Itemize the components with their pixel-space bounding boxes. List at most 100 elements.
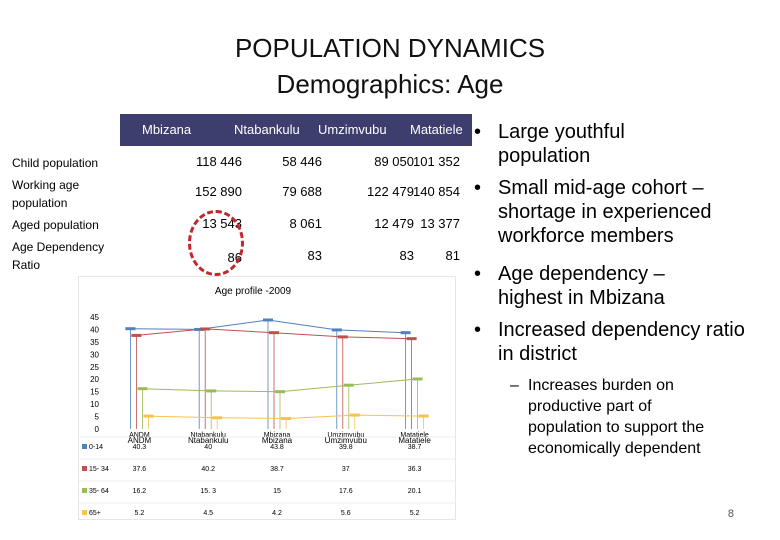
data-point-marker: [275, 390, 285, 394]
cell-aged-ntabankulu: 8 061: [289, 216, 322, 231]
dash-icon: –: [510, 377, 519, 394]
data-point-marker: [143, 414, 154, 418]
data-point-marker: [281, 417, 291, 421]
legend-series-name: 15- 34: [89, 466, 109, 473]
data-point-marker: [269, 331, 279, 335]
row-label-aged: Aged population: [12, 218, 99, 232]
chart-lines-group: [130, 319, 425, 429]
data-point-marker: [337, 335, 348, 339]
x-category-label: Matatiele: [400, 432, 429, 439]
y-tick-label: 40: [90, 325, 99, 334]
y-tick-label: 10: [90, 400, 99, 409]
sub-bullet-text: Increases burden on productive part of p…: [528, 377, 705, 457]
page-number: 8: [727, 508, 734, 520]
y-tick-label: 35: [90, 338, 99, 347]
x-category-label-overlap: Umzimvubu: [325, 436, 367, 445]
col-umzimvubu: Umzimvubu: [318, 122, 387, 137]
title-line-2: Demographics: Age: [276, 69, 504, 99]
data-label: 40.3: [133, 444, 147, 451]
x-category-label-overlap: Ntabankulu: [188, 436, 228, 445]
chart-markers-group: [125, 318, 429, 421]
series-line: [142, 378, 418, 393]
x-category-label-overlap: Matatiele: [398, 436, 431, 445]
table-header: Mbizana Ntabankulu Umzimvubu Matatiele: [120, 114, 472, 146]
data-point-marker: [125, 327, 136, 331]
cell-aged-umzimvubu: 12 479: [374, 216, 414, 231]
cell-working-umzimvubu: 122 479: [367, 184, 414, 199]
cell-child-umzimvubu: 89 050: [374, 154, 414, 169]
cell-working-ntabankulu: 79 688: [282, 184, 322, 199]
data-label: 37: [342, 466, 350, 473]
y-tick-label: 25: [90, 363, 99, 372]
y-tick-label: 20: [90, 375, 99, 384]
legend-swatch: [82, 488, 87, 493]
data-label: 40.2: [201, 466, 215, 473]
data-point-marker: [212, 416, 223, 420]
legend-swatch: [82, 466, 87, 471]
data-point-marker: [200, 327, 211, 331]
cell-child-mbizana: 118 446: [195, 154, 242, 169]
cell-dependency-ntabankulu: 83: [307, 248, 322, 263]
bullet-text: Age dependency – highest in Mbizana: [498, 263, 665, 309]
cell-child-matatiele: 101 352: [413, 154, 460, 169]
data-label: 20.1: [408, 488, 422, 495]
cell-working-matatiele: 140 854: [413, 184, 460, 199]
legend-series-name: 65+: [89, 510, 101, 517]
slide-title: POPULATION DYNAMICS Demographics: Age: [0, 30, 780, 102]
data-point-marker: [194, 327, 205, 331]
row-label-child: Child population: [12, 156, 99, 170]
col-ntabankulu: Ntabankulu: [234, 122, 300, 137]
data-point-marker: [349, 413, 360, 417]
bullet-dot-icon: •: [474, 121, 482, 143]
cell-dependency-matatiele: 81: [445, 248, 460, 263]
col-mbizana: Mbizana: [142, 122, 192, 137]
bullet-text: Increased dependency ratio in district: [498, 319, 745, 365]
legend-swatch: [82, 444, 87, 449]
y-tick-label: 45: [90, 313, 99, 322]
row-label-working: Working age population: [12, 178, 80, 210]
data-point-marker: [400, 331, 411, 335]
data-label: 15: [273, 488, 281, 495]
y-tick-label: 15: [90, 388, 99, 397]
data-point-marker: [406, 337, 417, 341]
x-category-label: Ntabankulu: [190, 432, 226, 439]
data-point-marker: [137, 387, 148, 391]
bullet-dot-icon: •: [474, 177, 482, 199]
data-label: 38.7: [270, 466, 284, 473]
cell-dependency-umzimvubu: 83: [399, 248, 414, 263]
title-line-1: POPULATION DYNAMICS: [234, 33, 546, 63]
data-label: 43.8: [270, 444, 284, 451]
data-label: 37.6: [133, 466, 147, 473]
data-point-marker: [418, 414, 429, 418]
cell-child-ntabankulu: 58 446: [282, 154, 322, 169]
data-label: 15. 3: [200, 488, 216, 495]
data-label: 16.2: [133, 488, 147, 495]
data-label: 5.2: [135, 510, 145, 517]
bullet-dot-icon: •: [474, 263, 482, 285]
data-label: 17.6: [339, 488, 353, 495]
x-category-label: ANDM: [129, 432, 150, 439]
cell-aged-matatiele: 13 377: [420, 216, 460, 231]
row-label-dependency: Age Dependency Ratio: [12, 240, 105, 272]
data-point-marker: [131, 333, 142, 337]
data-label: 5.2: [410, 510, 420, 517]
data-label: 39.8: [339, 444, 353, 451]
data-label: 38.7: [408, 444, 422, 451]
col-matatiele: Matatiele: [410, 122, 463, 137]
x-category-label: Mbizana: [264, 432, 291, 439]
bullet-text: Small mid-age cohort – shortage in exper…: [498, 177, 712, 247]
y-tick-label: 0: [95, 425, 100, 434]
x-category-label: Umzimvubu: [327, 432, 364, 439]
legend-swatch: [82, 510, 87, 515]
y-tick-label: 30: [90, 350, 99, 359]
cell-working-mbizana: 152 890: [195, 184, 242, 199]
x-category-label-overlap: ANDM: [128, 436, 152, 445]
legend-series-name: 35- 64: [89, 488, 109, 495]
data-point-marker: [263, 318, 273, 322]
data-label: 40: [204, 444, 212, 451]
data-point-marker: [412, 377, 423, 381]
bullet-text: Large youthful population: [498, 121, 625, 167]
data-label: 5.6: [341, 510, 351, 517]
highlight-circle: [188, 210, 244, 276]
